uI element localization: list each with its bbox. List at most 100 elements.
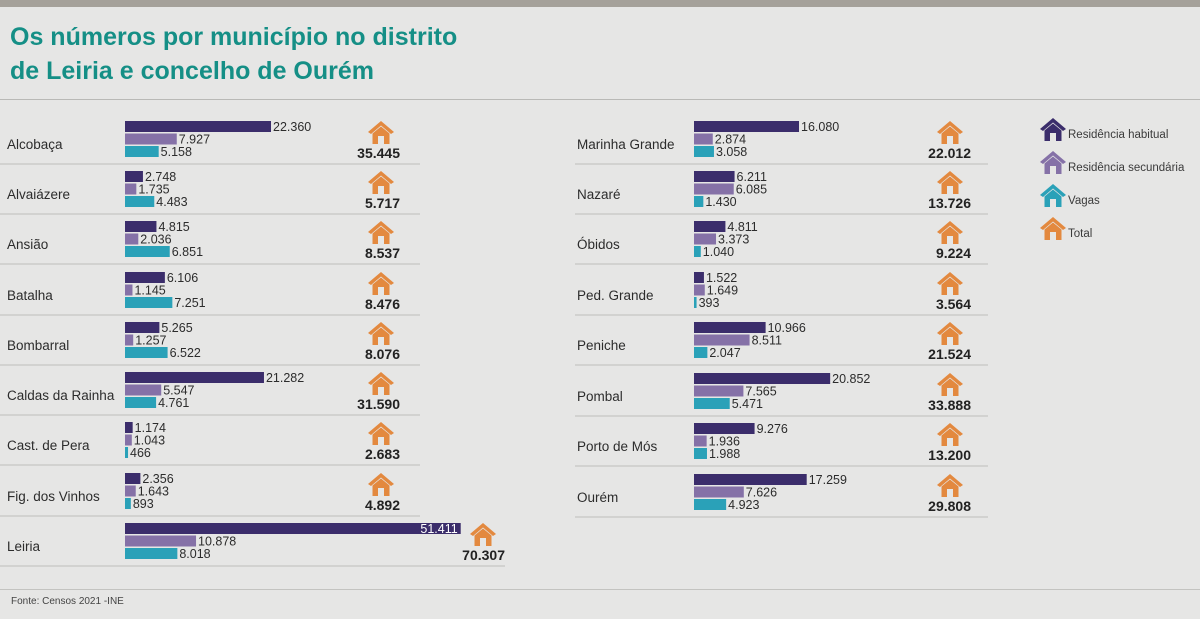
value-label-vagas: 8.018 xyxy=(179,547,210,561)
municipality-label: Peniche xyxy=(577,338,626,353)
total-value: 33.888 xyxy=(928,397,971,413)
bar-habitual xyxy=(125,422,133,433)
value-label-habitual: 16.080 xyxy=(801,120,839,134)
value-label-habitual: 21.282 xyxy=(266,371,304,385)
bar-habitual xyxy=(694,423,755,434)
municipality-label: Caldas da Rainha xyxy=(7,388,115,403)
total-house-icon xyxy=(368,422,394,445)
bar-vagas xyxy=(125,548,178,559)
bar-secundaria xyxy=(125,133,177,145)
value-label-habitual: 51.411 xyxy=(420,522,457,536)
page-title: Os números por município no distrito de … xyxy=(10,20,630,88)
value-label-vagas: 5.158 xyxy=(161,145,192,159)
municipality-label: Pombal xyxy=(577,389,623,404)
value-label-secundaria: 1.936 xyxy=(709,435,740,449)
bar-secundaria xyxy=(694,435,707,447)
total-value: 9.224 xyxy=(936,245,971,261)
legend-label: Vagas xyxy=(1068,195,1100,207)
legend-house-icon xyxy=(1040,184,1066,207)
bar-vagas xyxy=(694,347,708,358)
bar-vagas xyxy=(694,448,707,459)
value-label-vagas: 893 xyxy=(133,497,154,511)
value-label-habitual: 6.106 xyxy=(167,271,198,285)
value-label-habitual: 20.852 xyxy=(832,372,870,386)
bar-habitual xyxy=(694,121,800,132)
bar-habitual xyxy=(125,221,157,232)
municipality-label: Cast. de Pera xyxy=(7,438,90,453)
value-label-vagas: 6.522 xyxy=(170,346,201,360)
bar-habitual xyxy=(694,373,831,384)
total-value: 21.524 xyxy=(928,346,971,362)
bar-secundaria xyxy=(694,284,705,296)
bar-secundaria xyxy=(125,233,139,245)
bar-habitual xyxy=(694,221,726,232)
total-house-icon xyxy=(368,121,394,144)
bar-vagas xyxy=(694,398,730,409)
value-label-vagas: 1.988 xyxy=(709,447,740,461)
bar-vagas xyxy=(125,196,155,207)
total-value: 8.076 xyxy=(365,346,400,362)
total-house-icon xyxy=(368,322,394,345)
total-house-icon xyxy=(368,473,394,496)
total-house-icon xyxy=(937,322,963,345)
total-value: 8.476 xyxy=(365,296,400,312)
total-house-icon xyxy=(937,221,963,244)
value-label-vagas: 4.923 xyxy=(728,498,759,512)
total-value: 31.590 xyxy=(357,396,400,412)
municipality-label: Ped. Grande xyxy=(577,288,654,303)
municipality-label: Porto de Mós xyxy=(577,439,658,454)
value-label-habitual: 1.522 xyxy=(706,271,737,285)
bar-secundaria xyxy=(694,133,713,145)
value-label-vagas: 6.851 xyxy=(172,245,203,259)
value-label-secundaria: 1.735 xyxy=(138,183,169,197)
value-label-habitual: 10.966 xyxy=(768,321,806,335)
value-label-secundaria: 2.036 xyxy=(140,233,171,247)
total-value: 29.808 xyxy=(928,498,971,514)
municipality-label: Ansião xyxy=(7,237,48,252)
total-house-icon xyxy=(368,372,394,395)
municipality-label: Leiria xyxy=(7,539,41,554)
bar-secundaria xyxy=(694,183,734,195)
value-label-secundaria: 7.565 xyxy=(745,385,776,399)
bar-secundaria xyxy=(125,434,132,446)
total-house-icon xyxy=(368,272,394,295)
bar-secundaria xyxy=(694,486,744,498)
value-label-habitual: 4.815 xyxy=(158,220,189,234)
value-label-secundaria: 1.649 xyxy=(707,284,738,298)
value-label-secundaria: 1.257 xyxy=(135,334,166,348)
value-label-habitual: 9.276 xyxy=(757,422,788,436)
value-label-secundaria: 7.927 xyxy=(179,133,210,147)
value-label-habitual: 1.174 xyxy=(135,421,166,435)
bar-vagas xyxy=(125,297,173,308)
bar-vagas xyxy=(694,246,701,257)
municipality-label: Batalha xyxy=(7,288,53,303)
total-house-icon xyxy=(937,121,963,144)
bar-habitual xyxy=(125,121,272,132)
municipality-label: Óbidos xyxy=(577,237,620,252)
bar-secundaria xyxy=(125,183,137,195)
bar-vagas xyxy=(125,146,159,157)
total-value: 3.564 xyxy=(936,296,971,312)
value-label-vagas: 1.430 xyxy=(705,195,736,209)
top-accent-bar xyxy=(0,0,1200,7)
municipality-label: Marinha Grande xyxy=(577,137,675,152)
bar-secundaria xyxy=(125,384,162,396)
source-note: Fonte: Censos 2021 -INE xyxy=(11,596,124,607)
bar-habitual xyxy=(125,171,143,182)
value-label-secundaria: 10.878 xyxy=(198,535,236,549)
value-label-vagas: 1.040 xyxy=(703,245,734,259)
bar-vagas xyxy=(125,347,168,358)
legend-house-icon xyxy=(1040,118,1066,141)
bar-habitual xyxy=(694,322,766,333)
total-value: 22.012 xyxy=(928,145,971,161)
legend-house-icon xyxy=(1040,151,1066,174)
title-line-1: Os números por município no distrito xyxy=(10,23,458,51)
value-label-vagas: 393 xyxy=(699,296,720,310)
municipality-label: Bombarral xyxy=(7,338,69,353)
bar-habitual xyxy=(125,473,141,484)
bar-vagas xyxy=(125,498,131,509)
bar-vagas xyxy=(694,297,697,308)
value-label-vagas: 3.058 xyxy=(716,145,747,159)
total-value: 8.537 xyxy=(365,245,400,261)
value-label-habitual: 22.360 xyxy=(273,120,311,134)
